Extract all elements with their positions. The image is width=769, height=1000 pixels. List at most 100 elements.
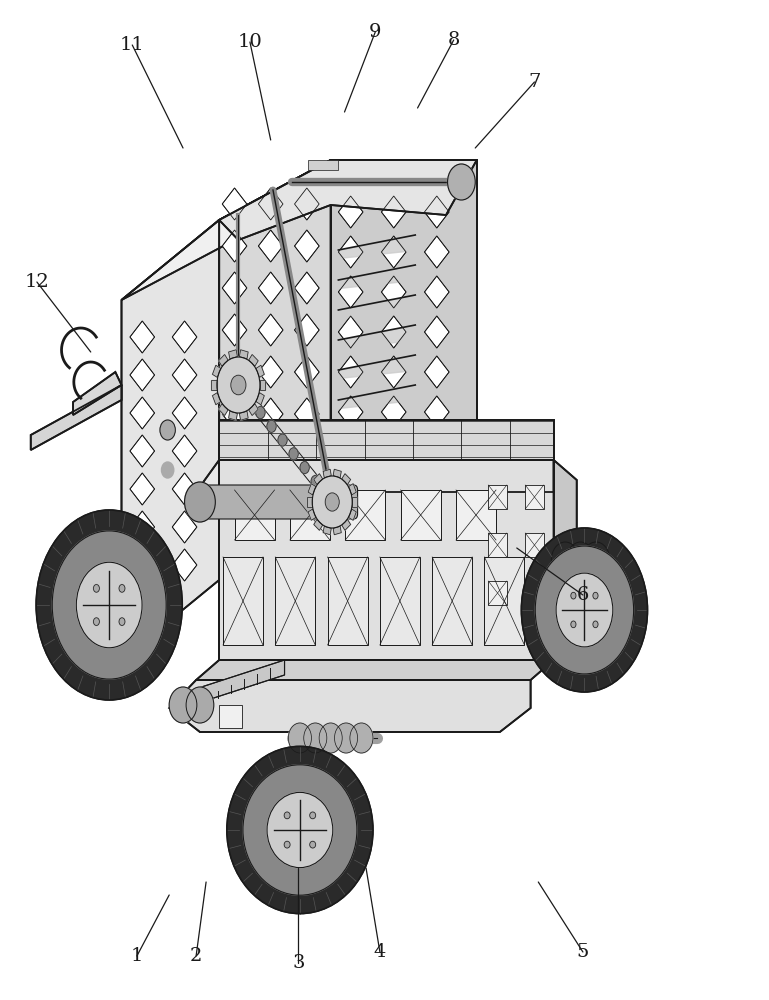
Polygon shape	[196, 460, 554, 492]
Ellipse shape	[94, 618, 99, 625]
Polygon shape	[258, 314, 283, 346]
Ellipse shape	[521, 528, 647, 692]
Polygon shape	[380, 557, 420, 645]
Text: 5: 5	[577, 943, 589, 961]
Polygon shape	[258, 188, 283, 220]
Circle shape	[335, 723, 358, 753]
Polygon shape	[488, 533, 507, 557]
Polygon shape	[219, 460, 554, 660]
Polygon shape	[222, 440, 247, 472]
Circle shape	[311, 475, 320, 487]
Ellipse shape	[227, 746, 373, 914]
Text: 6: 6	[577, 586, 589, 604]
Polygon shape	[381, 276, 406, 308]
Polygon shape	[219, 705, 242, 728]
Ellipse shape	[119, 585, 125, 592]
Polygon shape	[424, 316, 449, 348]
Polygon shape	[424, 436, 449, 468]
Polygon shape	[130, 435, 155, 467]
Polygon shape	[256, 393, 265, 405]
Circle shape	[312, 476, 352, 528]
Polygon shape	[381, 356, 406, 388]
Polygon shape	[554, 460, 577, 678]
Circle shape	[217, 357, 260, 413]
Polygon shape	[172, 435, 197, 467]
Polygon shape	[211, 380, 217, 390]
Polygon shape	[488, 581, 507, 605]
Ellipse shape	[243, 765, 357, 895]
Circle shape	[350, 723, 373, 753]
Polygon shape	[172, 473, 197, 505]
Polygon shape	[295, 314, 319, 346]
Polygon shape	[295, 482, 319, 514]
Polygon shape	[338, 196, 363, 228]
Polygon shape	[338, 236, 363, 268]
Polygon shape	[381, 196, 406, 228]
Polygon shape	[342, 519, 351, 530]
Text: 11: 11	[120, 36, 145, 54]
Text: 3: 3	[292, 954, 305, 972]
Polygon shape	[256, 365, 265, 377]
Circle shape	[245, 393, 254, 405]
Polygon shape	[338, 276, 363, 308]
Polygon shape	[331, 160, 477, 510]
Polygon shape	[219, 420, 554, 460]
Circle shape	[169, 687, 197, 723]
Polygon shape	[122, 160, 331, 300]
Text: 1: 1	[131, 947, 143, 965]
Polygon shape	[228, 411, 238, 420]
Polygon shape	[130, 321, 155, 353]
Polygon shape	[314, 474, 322, 485]
Polygon shape	[338, 396, 363, 428]
Polygon shape	[307, 497, 312, 507]
Polygon shape	[323, 526, 331, 535]
Polygon shape	[223, 557, 263, 645]
Polygon shape	[222, 230, 247, 262]
Polygon shape	[222, 398, 247, 430]
Polygon shape	[222, 482, 247, 514]
Ellipse shape	[119, 618, 125, 625]
Ellipse shape	[52, 531, 166, 679]
Polygon shape	[525, 533, 544, 557]
Polygon shape	[275, 557, 315, 645]
Polygon shape	[338, 476, 363, 508]
Circle shape	[300, 462, 309, 474]
Circle shape	[278, 434, 287, 446]
Polygon shape	[258, 230, 283, 262]
Polygon shape	[219, 160, 331, 580]
Polygon shape	[249, 404, 258, 415]
Polygon shape	[218, 355, 228, 366]
Polygon shape	[73, 372, 122, 415]
Polygon shape	[295, 398, 319, 430]
Polygon shape	[177, 660, 285, 710]
Polygon shape	[239, 350, 248, 359]
Polygon shape	[424, 356, 449, 388]
Polygon shape	[432, 557, 472, 645]
Polygon shape	[235, 490, 275, 540]
Ellipse shape	[571, 592, 576, 599]
Circle shape	[322, 489, 331, 501]
Circle shape	[231, 375, 246, 395]
Polygon shape	[424, 236, 449, 268]
Polygon shape	[333, 526, 341, 535]
Polygon shape	[348, 509, 356, 520]
FancyBboxPatch shape	[196, 485, 358, 519]
Polygon shape	[222, 272, 247, 304]
Polygon shape	[172, 397, 197, 429]
Polygon shape	[342, 474, 351, 485]
Circle shape	[160, 420, 175, 440]
Polygon shape	[424, 276, 449, 308]
Polygon shape	[295, 272, 319, 304]
Polygon shape	[212, 393, 221, 405]
Polygon shape	[338, 436, 363, 468]
Polygon shape	[484, 557, 524, 645]
Polygon shape	[328, 557, 368, 645]
Circle shape	[288, 723, 311, 753]
Polygon shape	[381, 476, 406, 508]
Polygon shape	[258, 398, 283, 430]
Circle shape	[256, 407, 265, 419]
Polygon shape	[218, 404, 228, 415]
Polygon shape	[381, 236, 406, 268]
Ellipse shape	[593, 592, 598, 599]
Circle shape	[304, 723, 327, 753]
